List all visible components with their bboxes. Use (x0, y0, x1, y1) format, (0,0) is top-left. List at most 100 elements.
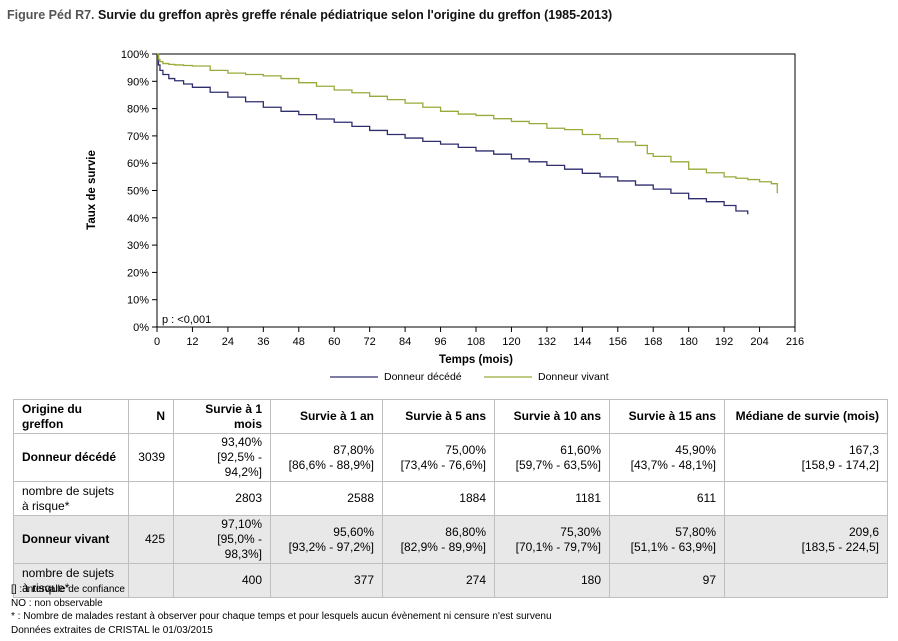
value: 93,40% (221, 435, 262, 449)
p-value-annotation: p : <0,001 (162, 314, 211, 326)
y-axis-label: Taux de survie (86, 150, 98, 230)
header-survie-5-ans: Survie à 5 ans (382, 399, 495, 434)
risk-label-decede: nombre de sujets à risque* (13, 481, 129, 516)
cell-decede-mediane: 167,3 [158,9 - 174,2] (724, 433, 888, 482)
value: 45,90% (675, 442, 716, 457)
cell-decede-15a: 45,90% [43,7% - 48,1%] (609, 433, 725, 482)
cell-vivant-10a: 75,30% [70,1% - 79,7%] (494, 515, 610, 564)
x-tick-label: 192 (715, 336, 733, 348)
risk-vivant-10a: 180 (494, 563, 610, 598)
header-origine: Origine du greffon (13, 399, 129, 434)
table-row-decede: Donneur décédé 3039 93,40% [92,5% - 94,2%… (13, 433, 888, 482)
y-tick-label: 10% (127, 295, 149, 307)
header-mediane: Médiane de survie (mois) (724, 399, 888, 434)
risk-vivant-5a: 274 (382, 563, 495, 598)
y-tick-label: 50% (127, 186, 149, 198)
value: 209,6 (848, 524, 879, 539)
risk-vivant-15a: 97 (609, 563, 725, 598)
series-line-decede (157, 53, 749, 215)
x-tick-label: 96 (434, 336, 446, 348)
value: 167,3 (848, 442, 879, 457)
row-label-vivant: Donneur vivant (13, 515, 129, 564)
risk-decede-mediane (724, 481, 888, 516)
risk-decede-5a: 1884 (382, 481, 495, 516)
row-label-decede: Donneur décédé (13, 433, 129, 482)
survival-table: Origine du greffon N Survie à 1 mois Sur… (13, 399, 888, 598)
value: 86,80% (445, 524, 486, 539)
ci: [158,9 - 174,2] (801, 457, 879, 472)
survival-chart: 0% 10% 20% 30% 40% 50% 60% 70% 80% 90% 100% 0 12 24 3… (86, 49, 804, 383)
ci: [183,5 - 224,5] (801, 539, 879, 554)
y-tick-label: 30% (127, 240, 149, 252)
legend-label-vivant: Donneur vivant (538, 371, 609, 383)
ci: [86,6% - 88,9%] (288, 457, 374, 472)
figure-title-text: Survie du greffon après greffe rénale pé… (98, 8, 613, 22)
cell-vivant-15a: 57,80% [51,1% - 63,9%] (609, 515, 725, 564)
y-tick-label: 20% (127, 267, 149, 279)
risk-n-empty (128, 481, 174, 516)
value: 97,10% (221, 517, 262, 531)
cell-vivant-1a: 95,60% [93,2% - 97,2%] (270, 515, 383, 564)
risk-vivant-1a: 377 (270, 563, 383, 598)
ci: [82,9% - 89,9%] (400, 539, 486, 554)
table-row-risk-decede: nombre de sujets à risque* 2803 2588 188… (13, 481, 888, 516)
value: 95,60% (333, 524, 374, 539)
footnotes: [] : Intervalle de confiance NO : non ob… (11, 583, 552, 637)
footnote: Données extraites de CRISTAL le 01/03/20… (11, 624, 213, 636)
cell-decede-1m: 93,40% [92,5% - 94,2%] (173, 433, 271, 482)
cell-vivant-5a: 86,80% [82,9% - 89,9%] (382, 515, 495, 564)
x-tick-label: 60 (328, 336, 340, 348)
value: 75,00% (445, 442, 486, 457)
x-tick-label: 48 (293, 336, 305, 348)
x-tick-label: 216 (786, 336, 804, 348)
y-tick-label: 70% (127, 131, 149, 143)
footnote: * : Nombre de malades restant à observer… (11, 611, 552, 622)
y-tick-label: 40% (127, 213, 149, 225)
x-tick-label: 0 (154, 336, 160, 348)
y-tick-label: 0% (133, 322, 149, 334)
x-tick-label: 132 (538, 336, 556, 348)
cell-decede-1a: 87,80% [86,6% - 88,9%] (270, 433, 383, 482)
header-survie-15-ans: Survie à 15 ans (609, 399, 725, 434)
x-tick-label: 108 (467, 336, 485, 348)
n-decede: 3039 (128, 433, 174, 482)
risk-decede-15a: 611 (609, 481, 725, 516)
y-tick-label: 100% (121, 49, 149, 61)
ci: [95,0% - 98,3%] (217, 532, 262, 561)
y-tick-label: 90% (127, 76, 149, 88)
header-n: N (128, 399, 174, 434)
ci: [59,7% - 63,5%] (515, 457, 601, 472)
x-tick-label: 168 (644, 336, 662, 348)
x-axis-label: Temps (mois) (439, 354, 513, 366)
header-survie-10-ans: Survie à 10 ans (494, 399, 610, 434)
plot-area (156, 53, 796, 328)
cell-vivant-1m: 97,10% [95,0% - 98,3%] (173, 515, 271, 564)
x-tick-label: 156 (609, 336, 627, 348)
risk-decede-1m: 2803 (173, 481, 271, 516)
n-vivant: 425 (128, 515, 174, 564)
x-tick-label: 12 (186, 336, 198, 348)
x-tick-label: 120 (502, 336, 520, 348)
series-line-vivant (157, 53, 778, 194)
table-row-vivant: Donneur vivant 425 97,10% [95,0% - 98,3%]… (13, 515, 888, 564)
ci: [92,5% - 94,2%] (217, 450, 262, 479)
ci: [70,1% - 79,7%] (515, 539, 601, 554)
x-tick-label: 72 (364, 336, 376, 348)
cell-vivant-mediane: 209,6 [183,5 - 224,5] (724, 515, 888, 564)
cell-decede-10a: 61,60% [59,7% - 63,5%] (494, 433, 610, 482)
value: 75,30% (560, 524, 601, 539)
risk-vivant-mediane (724, 563, 888, 598)
x-tick-label: 204 (750, 336, 768, 348)
cell-decede-5a: 75,00% [73,4% - 76,6%] (382, 433, 495, 482)
header-survie-1-an: Survie à 1 an (270, 399, 383, 434)
header-survie-1-mois: Survie à 1 mois (173, 399, 271, 434)
risk-decede-1a: 2588 (270, 481, 383, 516)
value: 57,80% (675, 524, 716, 539)
figure-number: Figure Péd R7. (7, 8, 95, 22)
table-row-risk-vivant: nombre de sujets à risque* 400 377 274 1… (13, 563, 888, 598)
risk-decede-10a: 1181 (494, 481, 610, 516)
ci: [73,4% - 76,6%] (400, 457, 486, 472)
x-tick-label: 180 (679, 336, 697, 348)
footnote: NO : non observable (11, 597, 103, 609)
table-header-row: Origine du greffon N Survie à 1 mois Sur… (13, 399, 888, 434)
